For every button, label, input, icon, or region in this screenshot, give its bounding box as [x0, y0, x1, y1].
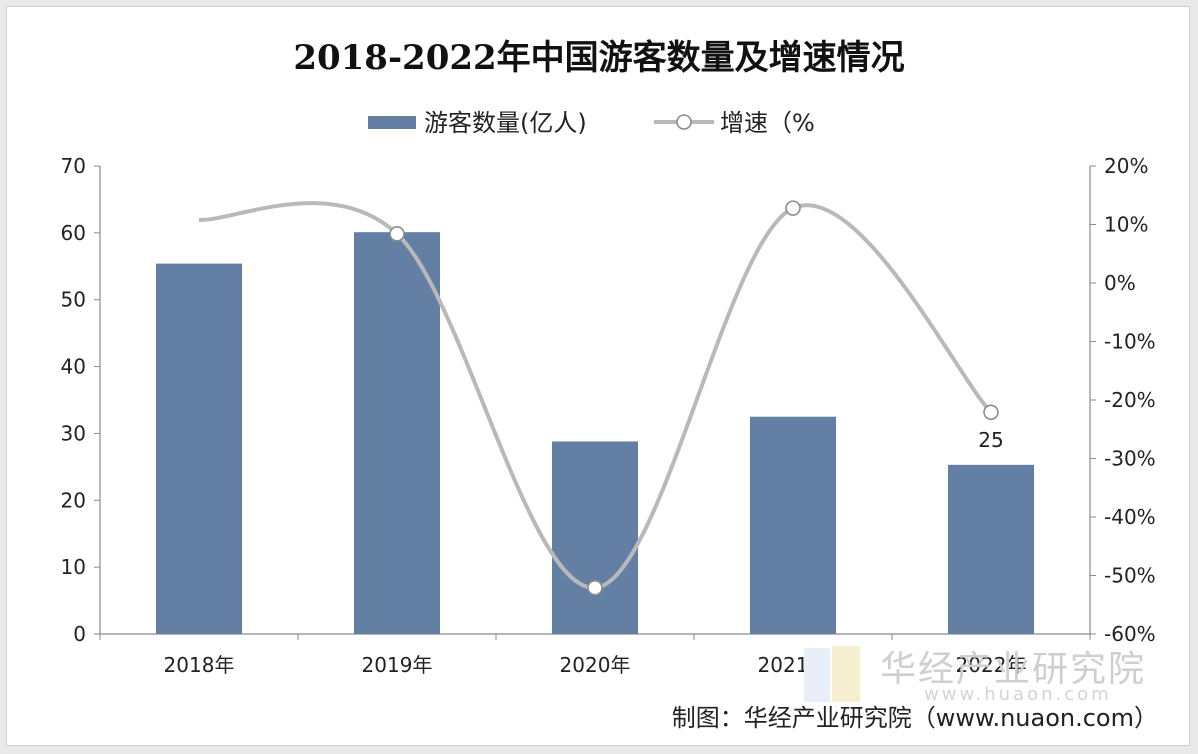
x-tick-label: 2019年: [362, 653, 433, 677]
x-tick-label: 2020年: [560, 653, 631, 677]
growth-line: [198, 201, 993, 590]
legend-bar-swatch: [368, 116, 416, 129]
watermark-url: www.huaon.com: [924, 684, 1112, 705]
y-right-tick-label: -30%: [1104, 447, 1156, 471]
data-label: 25: [978, 428, 1003, 452]
y-right-tick-label: 20%: [1104, 154, 1148, 178]
growth-point: [785, 200, 801, 216]
legend-line-label: 增速（%: [720, 109, 815, 137]
y-right-tick-label: -10%: [1104, 330, 1156, 354]
growth-point: [983, 404, 999, 421]
y-left-tick-label: 70: [61, 154, 86, 178]
watermark-text: 华经产业研究院: [880, 649, 1147, 690]
bar: [750, 416, 836, 634]
bar: [354, 232, 440, 634]
y-left-tick-label: 40: [61, 355, 86, 379]
watermark-logo-right: [832, 646, 860, 702]
y-right-tick-label: -20%: [1104, 388, 1156, 412]
y-left-tick-label: 10: [61, 555, 86, 579]
y-right-tick-label: 0%: [1104, 271, 1136, 295]
bar: [156, 263, 242, 634]
y-right-tick-label: -50%: [1104, 564, 1156, 588]
y-left-tick-label: 30: [61, 421, 86, 445]
x-tick-label: 2018年: [164, 653, 235, 677]
y-left-tick-label: 60: [61, 221, 86, 245]
y-left-tick-label: 20: [61, 488, 86, 512]
chart-title: 2018-2022年中国游客数量及增速情况: [293, 38, 905, 78]
y-left-tick-label: 0: [73, 622, 86, 646]
bar: [552, 441, 638, 634]
y-right-tick-label: -40%: [1104, 505, 1156, 529]
source-credit: 制图：华经产业研究院（www.nuaon.com）: [671, 704, 1158, 732]
x-tick-label: 2022年: [956, 653, 1027, 677]
y-right-tick-label: 10%: [1104, 213, 1148, 237]
y-right-tick-label: -60%: [1104, 622, 1156, 646]
legend-bar-label: 游客数量(亿人): [424, 109, 587, 137]
bar: [948, 464, 1034, 634]
growth-point: [587, 579, 603, 596]
watermark-logo-left: [804, 648, 830, 702]
growth-point: [389, 226, 405, 242]
legend-line-marker: [676, 114, 692, 130]
y-left-tick-label: 50: [61, 288, 86, 312]
